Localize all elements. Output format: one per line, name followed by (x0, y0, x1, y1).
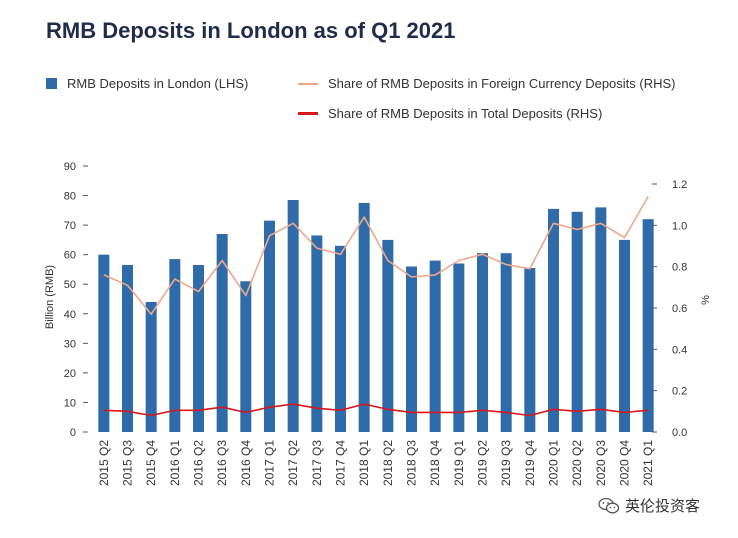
x-tick-label: 2019 Q4 (523, 440, 537, 486)
legend-swatch-total-share (298, 112, 318, 115)
bar (453, 263, 465, 432)
x-tick-label: 2017 Q2 (286, 440, 300, 486)
x-tick-label: 2015 Q3 (121, 440, 135, 486)
watermark-text: 英伦投资客 (625, 497, 701, 515)
y-axis-label-left: Billion (RMB) (44, 265, 56, 329)
y-tick-label-left: 90 (64, 161, 76, 173)
fc-share-line (103, 196, 649, 316)
bar (287, 199, 299, 432)
x-tick-label: 2015 Q4 (144, 440, 158, 486)
x-tick-label: 2018 Q4 (428, 440, 442, 486)
x-tick-label: 2018 Q2 (381, 440, 395, 486)
bar (335, 245, 346, 432)
x-tick-label: 2020 Q4 (618, 440, 632, 486)
y-tick-label-right: 0.4 (672, 344, 687, 356)
bar (429, 260, 441, 432)
y-tick-label-left: 40 (64, 309, 76, 321)
x-tick-label: 2020 Q1 (547, 440, 561, 486)
legend-swatch-fc-share (298, 82, 318, 85)
wechat-icon (598, 497, 620, 513)
x-tick-label: 2019 Q1 (452, 440, 466, 486)
y-tick-label-left: 0 (70, 427, 76, 439)
total-share-line (103, 403, 649, 417)
bar (642, 219, 654, 432)
legend-label-fc-share: Share of RMB Deposits in Foreign Currenc… (328, 76, 676, 91)
y-tick-label-right: 1.0 (672, 220, 687, 232)
bar (145, 301, 157, 432)
x-tick-label: 2016 Q3 (215, 440, 229, 486)
bar (571, 211, 583, 432)
legend-item-bars: RMB Deposits in London (LHS) (46, 76, 248, 91)
bar (358, 202, 370, 432)
x-axis-labels: 2015 Q2 2015 Q3 2015 Q4 2016 Q1 2016 Q2 2016 … (97, 440, 655, 486)
y-tick-label-right: 0.0 (672, 427, 687, 439)
bar (240, 281, 252, 432)
bar (406, 266, 417, 432)
y-tick-label-left: 50 (64, 279, 76, 291)
bar (382, 239, 394, 432)
bar (264, 220, 275, 432)
x-tick-label: 2016 Q4 (239, 440, 253, 486)
bar (311, 235, 323, 432)
x-tick-label: 2016 Q1 (168, 440, 182, 486)
x-tick-label: 2020 Q2 (570, 440, 584, 486)
y-tick-label-right: 0.8 (672, 262, 687, 274)
line-series (103, 196, 649, 417)
x-tick-label: 2017 Q1 (263, 440, 277, 486)
y-tick-label-left: 70 (64, 220, 76, 232)
y-tick-label-left: 30 (64, 338, 76, 350)
legend-item-total-share: Share of RMB Deposits in Total Deposits … (298, 106, 602, 121)
x-tick-label: 2019 Q2 (476, 440, 490, 486)
y-axis-label-right: % (700, 295, 712, 305)
bar (524, 267, 536, 432)
bar (548, 208, 559, 432)
x-tick-label: 2018 Q3 (405, 440, 419, 486)
x-tick-label: 2019 Q3 (499, 440, 513, 486)
watermark: 英伦投资客 (598, 495, 700, 516)
y-tick-label-right: 1.2 (672, 179, 687, 191)
y-tick-label-left: 80 (64, 191, 76, 203)
bar (500, 253, 512, 432)
bar (169, 259, 181, 432)
chart-title: RMB Deposits in London as of Q1 2021 (46, 18, 456, 43)
legend-swatch-bars (46, 78, 57, 89)
bar (595, 207, 607, 432)
x-tick-label: 2018 Q1 (357, 440, 371, 486)
left-axis: 0 10 20 30 40 50 60 70 80 90 (64, 161, 88, 439)
legend-item-fc-share: Share of RMB Deposits in Foreign Currenc… (298, 76, 676, 91)
bar (122, 265, 133, 432)
bar-series (98, 199, 654, 432)
y-tick-label-left: 60 (64, 250, 76, 262)
right-axis: 0.0 0.2 0.4 0.6 0.8 1.0 1.2 (652, 179, 687, 439)
x-tick-label: 2021 Q1 (641, 440, 655, 486)
y-tick-label-left: 10 (64, 397, 76, 409)
bar (98, 254, 110, 432)
bar (193, 265, 204, 432)
bar (477, 253, 488, 432)
x-tick-label: 2017 Q3 (310, 440, 324, 486)
x-tick-label: 2020 Q3 (594, 440, 608, 486)
x-tick-label: 2016 Q2 (192, 440, 206, 486)
y-tick-label-right: 0.6 (672, 303, 687, 315)
x-tick-label: 2017 Q4 (334, 440, 348, 486)
legend-label-bars: RMB Deposits in London (LHS) (67, 76, 249, 91)
bar (619, 239, 630, 432)
y-tick-label-left: 20 (64, 368, 76, 380)
legend-label-total-share: Share of RMB Deposits in Total Deposits … (328, 106, 603, 121)
y-tick-label-right: 0.2 (672, 386, 687, 398)
bar (216, 233, 228, 432)
x-tick-label: 2015 Q2 (97, 440, 111, 486)
